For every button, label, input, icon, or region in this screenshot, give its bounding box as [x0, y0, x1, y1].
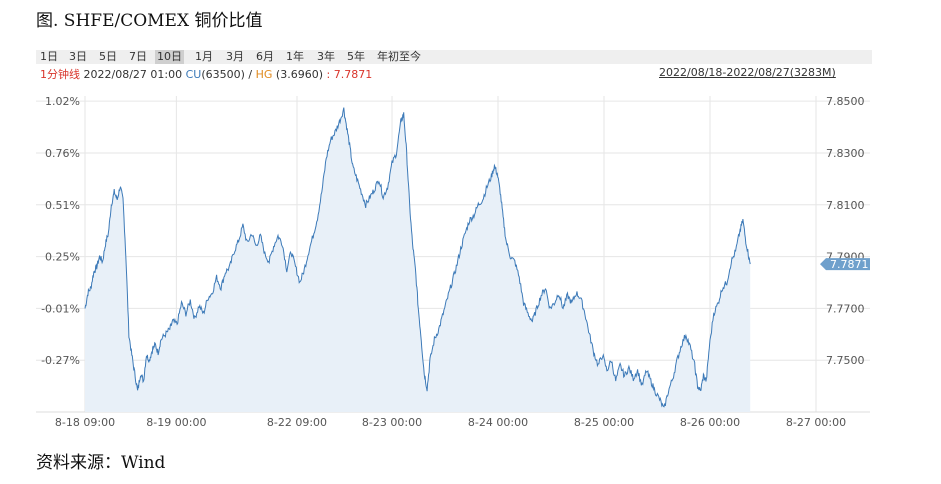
- last-value-tag: [820, 258, 870, 271]
- tab-10d[interactable]: 10日: [155, 50, 184, 64]
- tab-3y[interactable]: 3年: [317, 50, 335, 63]
- y-tick-left: 0.76%: [45, 147, 80, 160]
- hg-value: (3.6960): [275, 68, 323, 81]
- y-tick-left: 0.25%: [45, 251, 80, 264]
- y-tick-right: 7.7700: [826, 302, 865, 315]
- y-tick-right: 7.8300: [826, 147, 865, 160]
- x-tick-label: 8-25 00:00: [574, 416, 634, 429]
- datetime-label: 2022/08/27 01:00: [83, 68, 183, 81]
- cu-value: (63500): [201, 68, 245, 81]
- hg-label: HG: [255, 68, 273, 81]
- y-axis-left: 1.02% 0.76% 0.51% 0.25% -0.01% -0.27%: [41, 95, 80, 367]
- y-tick-right: 7.7500: [826, 354, 865, 367]
- last-value-marker: 7.7871: [820, 258, 870, 271]
- series-area: [85, 107, 751, 412]
- x-tick-label: 8-18 09:00: [55, 416, 115, 429]
- x-tick-label: 8-24 00:00: [468, 416, 528, 429]
- y-tick-right: 7.8100: [826, 199, 865, 212]
- separator: /: [244, 68, 256, 81]
- x-tick-label: 8-22 09:00: [267, 416, 327, 429]
- tab-ytd[interactable]: 年初至今: [377, 50, 421, 63]
- tab-5d[interactable]: 5日: [99, 50, 117, 63]
- tab-1d[interactable]: 1日: [40, 50, 58, 63]
- x-tick-label: 8-27 00:00: [786, 416, 846, 429]
- y-tick-right: 7.8500: [826, 95, 865, 108]
- cu-label: CU: [185, 68, 202, 81]
- x-tick-label: 8-23 00:00: [362, 416, 422, 429]
- y-tick-left: 0.51%: [45, 199, 80, 212]
- x-tick-label: 8-19 00:00: [146, 416, 206, 429]
- timeframe-tabbar: 1日 3日 5日 7日 10日 1月 3月 6月 1年 3年 5年 年初至今: [36, 50, 872, 64]
- quote-info-bar: 1分钟线 2022/08/27 01:00 CU(63500) / HG (3.…: [40, 66, 372, 82]
- tab-6m[interactable]: 6月: [256, 50, 274, 63]
- series-line: [84, 107, 751, 408]
- tab-3d[interactable]: 3日: [69, 50, 87, 63]
- ratio-value: : 7.7871: [326, 68, 373, 81]
- y-tick-left: -0.01%: [41, 302, 80, 315]
- x-tick-label: 8-26 00:00: [680, 416, 740, 429]
- tab-1y[interactable]: 1年: [286, 50, 304, 63]
- last-value-label: 7.7871: [830, 258, 869, 271]
- figure-title: 图. SHFE/COMEX 铜价比值: [36, 11, 263, 31]
- source-note: 资料来源：Wind: [36, 453, 166, 473]
- tab-5y[interactable]: 5年: [347, 50, 365, 63]
- period-label: 1分钟线: [40, 68, 80, 81]
- date-range-link[interactable]: 2022/08/18-2022/08/27(3283M): [659, 66, 836, 79]
- tab-3m[interactable]: 3月: [226, 50, 244, 63]
- tab-1m[interactable]: 1月: [195, 50, 213, 63]
- y-tick-left: -0.27%: [41, 354, 80, 367]
- x-axis: 8-18 09:00 8-19 00:00 8-22 09:00 8-23 00:00…: [55, 416, 846, 429]
- tab-7d[interactable]: 7日: [129, 50, 147, 63]
- y-tick-left: 1.02%: [45, 95, 80, 108]
